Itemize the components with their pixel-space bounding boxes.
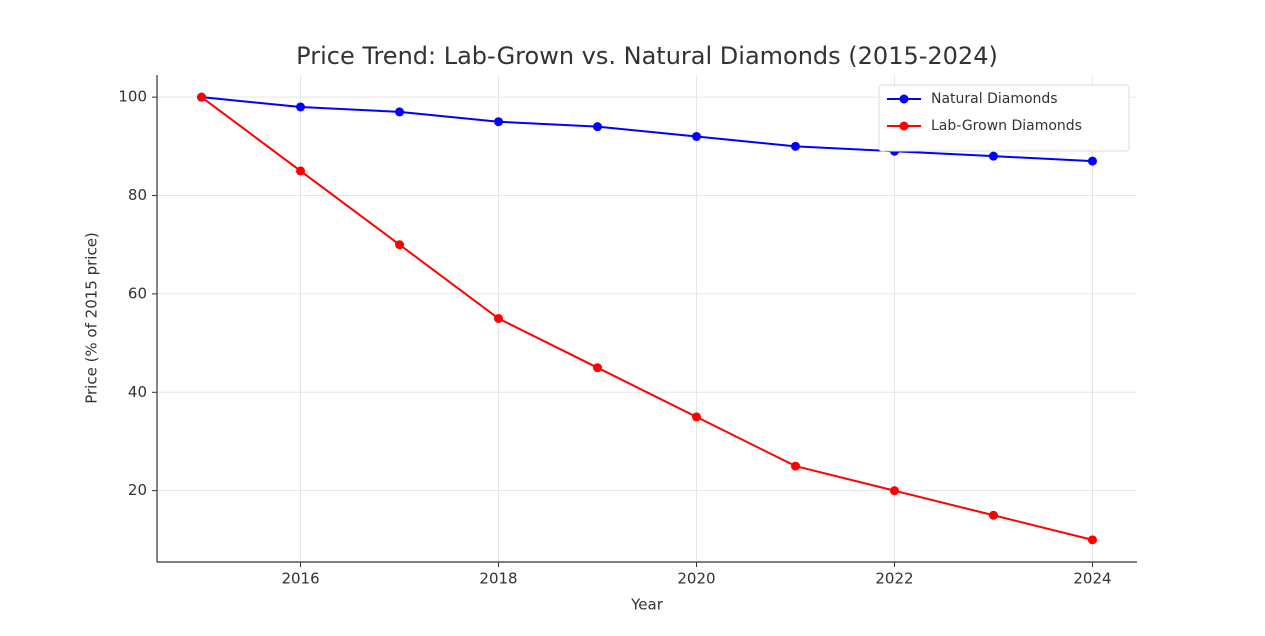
legend-box: [878, 84, 1130, 152]
data-point: [691, 131, 701, 141]
data-point: [593, 122, 603, 132]
y-tick-label: 80: [128, 186, 147, 204]
x-tick-label: 2020: [677, 570, 715, 588]
x-tick-label: 2018: [479, 570, 517, 588]
legend-label: Natural Diamonds: [931, 91, 1058, 107]
legend-label: Lab-Grown Diamonds: [931, 118, 1082, 134]
data-point: [889, 486, 899, 496]
data-point: [197, 92, 207, 102]
x-axis-label: Year: [630, 596, 664, 614]
y-tick-label: 40: [128, 383, 147, 401]
y-tick-label: 100: [118, 88, 147, 106]
chart-title: Price Trend: Lab-Grown vs. Natural Diamo…: [296, 42, 998, 70]
series-line: [200, 96, 1093, 541]
data-point: [395, 240, 405, 250]
data-point: [691, 412, 701, 422]
legend-marker: [899, 94, 909, 104]
legend-marker: [899, 121, 909, 131]
data-point: [790, 461, 800, 471]
data-point: [988, 510, 998, 520]
y-tick-label: 60: [128, 284, 147, 302]
x-tick-label: 2024: [1073, 570, 1111, 588]
data-point: [494, 314, 504, 323]
series-line: [201, 96, 1093, 163]
legend: Natural Diamonds Lab-Grown Diamonds: [878, 84, 1130, 152]
data-point: [593, 363, 603, 373]
data-point: [988, 151, 998, 161]
data-point: [790, 141, 800, 151]
data-point: [296, 102, 306, 112]
data-point: [296, 166, 306, 176]
data-point: [1087, 535, 1097, 545]
y-axis-label: Price (% of 2015 price): [83, 232, 101, 404]
data-point: [395, 107, 405, 117]
x-tick-label: 2022: [875, 570, 913, 588]
data-point: [1087, 156, 1097, 166]
x-tick-label: 2016: [281, 570, 319, 588]
y-tick-label: 20: [128, 481, 147, 499]
data-point: [494, 117, 504, 127]
